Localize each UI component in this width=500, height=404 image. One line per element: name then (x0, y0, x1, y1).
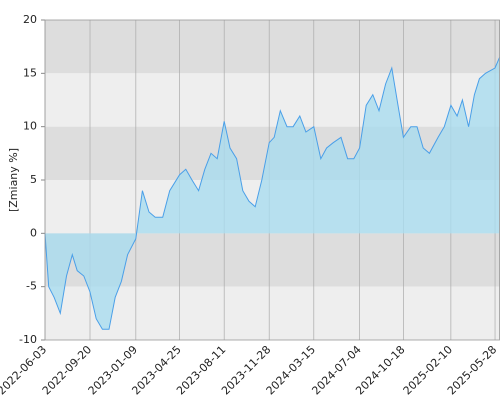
y-tick-label: 5 (30, 173, 37, 186)
plot-band (45, 286, 500, 340)
y-tick-label: 0 (30, 226, 37, 239)
y-tick-label: 10 (23, 120, 37, 133)
y-tick-label: 15 (23, 66, 37, 79)
y-axis-label: [Zmiany %] (7, 148, 20, 212)
y-tick-label: -5 (26, 280, 37, 293)
y-tick-label: 20 (23, 13, 37, 26)
series-line (44, 57, 500, 330)
y-tick-label: -10 (19, 333, 37, 346)
plot-band (45, 73, 500, 127)
area-fill (45, 57, 500, 330)
plot-band (45, 20, 500, 74)
